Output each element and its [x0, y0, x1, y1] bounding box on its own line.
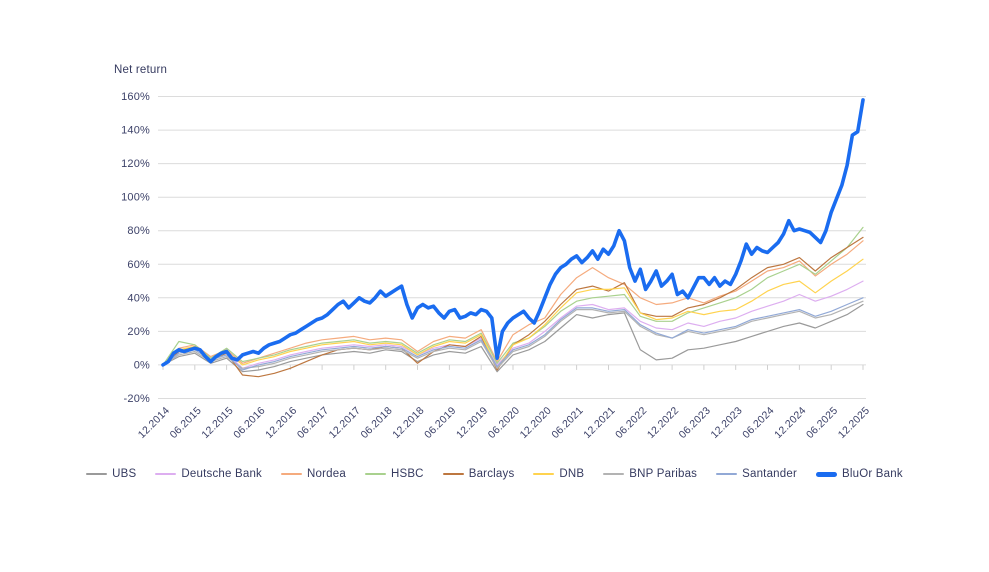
- x-tick-label: 12.2016: [263, 405, 299, 441]
- y-axis-title: Net return: [114, 64, 168, 76]
- x-tick-label: 12.2017: [327, 405, 363, 441]
- x-tick-label: 12.2024: [772, 405, 808, 441]
- series-line-bluor-bank: [161, 98, 865, 367]
- legend-item-hsbc[interactable]: HSBC: [364, 468, 424, 480]
- x-tick-label: 06.2020: [486, 405, 522, 441]
- x-tick-label: 12.2023: [709, 405, 745, 441]
- series-line-ubs: [162, 303, 864, 373]
- x-tick-label: 12.2019: [454, 405, 490, 441]
- chart-legend: UBS Deutsche Bank Nordea HSBC Barclays DNB BNP…: [0, 468, 989, 480]
- legend-label-nordea: Nordea: [307, 468, 346, 480]
- x-tick-label: 12.2022: [645, 405, 681, 441]
- x-tick-label: 06.2023: [677, 405, 713, 441]
- x-tick-label: 06.2018: [359, 405, 395, 441]
- legend-item-ubs[interactable]: UBS: [86, 468, 136, 480]
- legend-item-bnp-paribas[interactable]: BNP Paribas: [603, 468, 697, 480]
- legend-label-dnb: DNB: [559, 468, 585, 480]
- legend-label-hsbc: HSBC: [390, 468, 424, 480]
- legend-swatch-bnp-paribas: [603, 473, 625, 475]
- legend-swatch-dnb: [533, 473, 555, 475]
- legend-label-bluor-bank: BluOr Bank: [842, 468, 903, 480]
- legend-item-bluor-bank[interactable]: BluOr Bank: [816, 468, 903, 480]
- y-tick-label: 100%: [121, 192, 150, 204]
- y-tick-label: -20%: [124, 393, 150, 405]
- series-line-dnb: [162, 258, 864, 369]
- x-tick-label: 12.2020: [518, 405, 554, 441]
- x-tick-label: 06.2022: [613, 405, 649, 441]
- legend-label-deutsche-bank: Deutsche Bank: [181, 468, 263, 480]
- legend-item-dnb[interactable]: DNB: [533, 468, 584, 480]
- legend-label-ubs: UBS: [112, 468, 137, 480]
- y-tick-label: 40%: [127, 292, 150, 304]
- legend-swatch-bluor-bank: [816, 471, 837, 477]
- x-tick-label: 12.2018: [390, 405, 426, 441]
- y-tick-label: 60%: [127, 259, 150, 271]
- y-tick-label: 20%: [127, 326, 150, 338]
- x-tick-label: 12.2021: [581, 405, 617, 441]
- series-line-hsbc: [162, 226, 864, 366]
- x-tick-label: 06.2015: [168, 405, 204, 441]
- legend-swatch-ubs: [86, 473, 108, 475]
- series-line-nordea: [162, 240, 864, 366]
- legend-swatch-hsbc: [364, 473, 386, 475]
- x-tick-label: 06.2017: [295, 405, 331, 441]
- x-tick-label: 12.2025: [836, 405, 872, 441]
- series-line-santander: [162, 297, 864, 371]
- legend-item-deutsche-bank[interactable]: Deutsche Bank: [155, 468, 262, 480]
- legend-swatch-barclays: [442, 473, 464, 475]
- x-tick-label: 06.2016: [231, 405, 267, 441]
- legend-item-santander[interactable]: Santander: [716, 468, 797, 480]
- legend-label-barclays: Barclays: [468, 468, 515, 480]
- legend-item-barclays[interactable]: Barclays: [442, 468, 515, 480]
- legend-swatch-deutsche-bank: [155, 473, 177, 475]
- x-tick-label: 06.2021: [549, 405, 585, 441]
- legend-swatch-santander: [716, 473, 738, 475]
- x-tick-label: 06.2025: [804, 405, 840, 441]
- x-tick-label: 12.2015: [199, 405, 235, 441]
- x-tick-label: 06.2019: [422, 405, 458, 441]
- y-tick-label: 140%: [121, 125, 150, 137]
- y-tick-label: 80%: [127, 225, 150, 237]
- legend-label-santander: Santander: [742, 468, 797, 480]
- series-line-deutsche-bank: [162, 280, 864, 369]
- y-tick-label: 120%: [121, 158, 150, 170]
- x-tick-label: 06.2024: [740, 405, 776, 441]
- legend-swatch-nordea: [281, 473, 303, 475]
- legend-item-nordea[interactable]: Nordea: [281, 468, 346, 480]
- x-tick-label: 12.2014: [136, 405, 172, 441]
- y-tick-label: 0%: [134, 359, 150, 371]
- y-tick-label: 160%: [121, 91, 150, 103]
- legend-label-bnp-paribas: BNP Paribas: [629, 468, 698, 480]
- series-line-bnp-paribas: [162, 300, 864, 369]
